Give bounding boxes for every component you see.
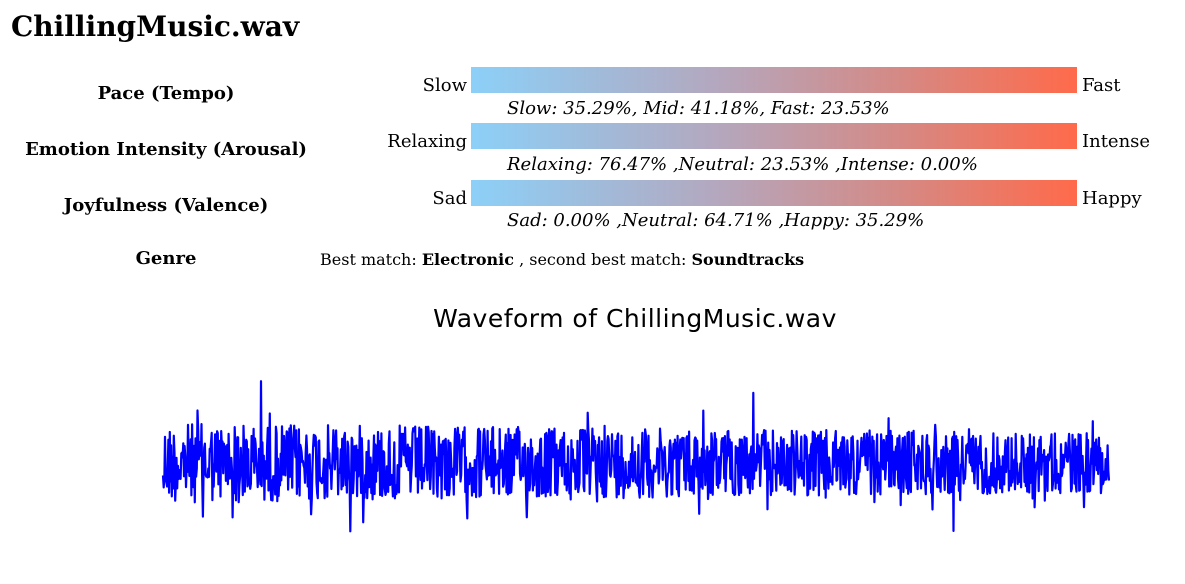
genre-result: Best match: Electronic , second best mat… — [320, 250, 804, 269]
metric-label-valence: Joyfulness (Valence) — [63, 195, 269, 216]
bar-right-label-pace: Fast — [1082, 75, 1121, 96]
genre-second-match: Soundtracks — [691, 250, 805, 269]
waveform-series-line — [161, 380, 1110, 533]
bar-left-label-valence: Sad — [432, 188, 467, 209]
waveform-plot — [161, 380, 1110, 533]
genre-label: Genre — [135, 248, 197, 269]
metric-label-pace: Pace (Tempo) — [97, 83, 235, 104]
bar-right-label-valence: Happy — [1082, 188, 1142, 209]
chart-title: Waveform of ChillingMusic.wav — [433, 304, 837, 333]
genre-prefix: Best match: — [320, 250, 417, 269]
arousal-gradient-bar — [471, 123, 1077, 149]
valence-breakdown: Sad: 0.00% ,Neutral: 64.71% ,Happy: 35.2… — [507, 210, 925, 231]
valence-gradient-bar — [471, 180, 1077, 206]
genre-middle: , second best match: — [519, 250, 687, 269]
bar-left-label-pace: Slow — [422, 75, 467, 96]
arousal-breakdown: Relaxing: 76.47% ,Neutral: 23.53% ,Inten… — [507, 154, 978, 175]
bar-right-label-arousal: Intense — [1082, 131, 1151, 152]
genre-best-match: Electronic — [421, 250, 514, 269]
pace-gradient-bar — [471, 67, 1077, 93]
metric-label-arousal: Emotion Intensity (Arousal) — [25, 139, 307, 160]
page-title: ChillingMusic.wav — [11, 10, 300, 43]
pace-breakdown: Slow: 35.29%, Mid: 41.18%, Fast: 23.53% — [507, 98, 890, 119]
bar-left-label-arousal: Relaxing — [387, 131, 467, 152]
